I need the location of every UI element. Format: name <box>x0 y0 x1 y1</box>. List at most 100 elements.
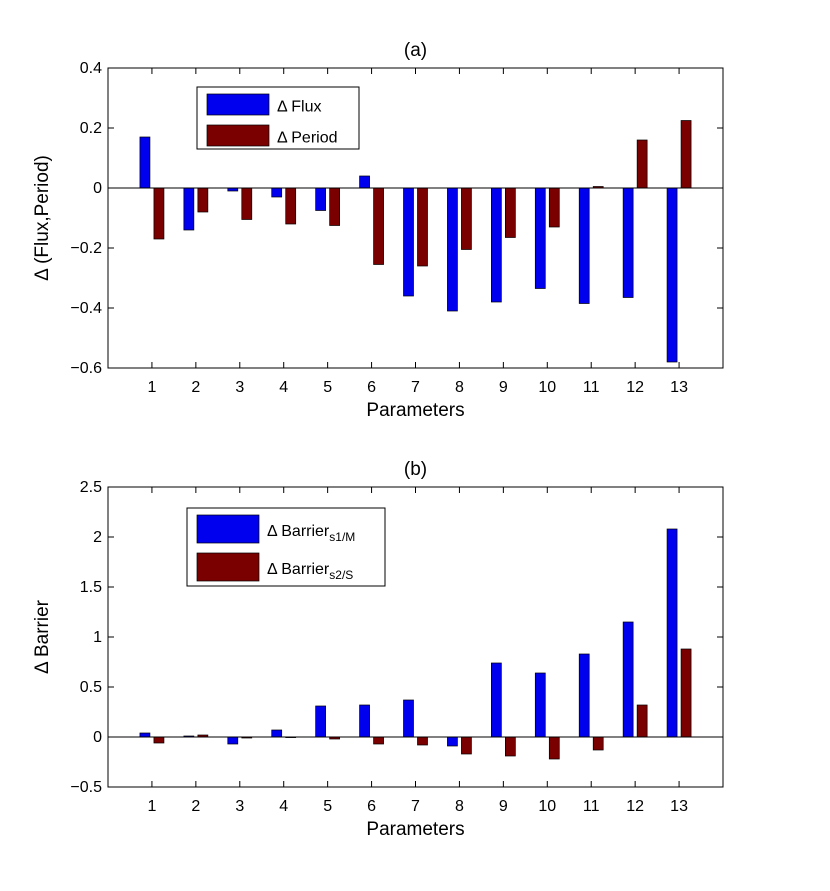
bar-series2-9 <box>505 736 516 757</box>
bar-series2-11 <box>592 736 604 751</box>
bar-series1-12 <box>622 187 634 298</box>
x-tick-label: 2 <box>191 798 200 815</box>
x-tick-label: 1 <box>147 798 156 815</box>
bar-series2-7 <box>417 736 428 746</box>
x-tick-label: 5 <box>323 798 332 815</box>
bar-series2-8 <box>461 736 472 755</box>
legend-label-1: Δ Barriers1/M <box>267 523 355 544</box>
bar-series2-4 <box>285 187 297 225</box>
legend-swatch-2 <box>196 552 260 582</box>
x-tick-label: 12 <box>626 379 644 396</box>
bar-series1-8 <box>447 736 458 747</box>
x-tick-label: 6 <box>367 379 376 396</box>
bar-series1-13 <box>666 187 678 363</box>
legend-label-subscript: s1/M <box>329 530 355 544</box>
bar-series1-7 <box>403 187 414 297</box>
chart-title: (a) <box>404 40 427 61</box>
x-axis-label: Parameters <box>366 819 464 840</box>
bar-series1-10 <box>534 187 546 289</box>
legend-swatch-1 <box>206 93 270 116</box>
bar-series1-3 <box>227 736 239 745</box>
bar-series1-9 <box>491 187 502 303</box>
bar-series2-1 <box>153 736 165 744</box>
bar-series2-8 <box>461 187 472 250</box>
x-tick-label: 4 <box>279 798 288 815</box>
legend-label-text: Δ Flux <box>277 99 321 116</box>
x-tick-label: 13 <box>670 798 688 815</box>
y-axis-label: Δ Barrier <box>32 599 53 674</box>
x-tick-label: 3 <box>235 798 244 815</box>
bar-series2-1 <box>153 187 165 240</box>
y-tick-label: −0.4 <box>70 300 102 317</box>
x-tick-label: 5 <box>323 379 332 396</box>
x-tick-label: 4 <box>279 379 288 396</box>
y-tick-label: −0.6 <box>70 360 102 377</box>
bar-series2-12 <box>636 704 648 738</box>
bar-series2-6 <box>373 736 384 745</box>
chart-title: (b) <box>404 459 427 480</box>
bar-series1-6 <box>359 175 370 189</box>
y-tick-label: 2 <box>93 529 102 546</box>
bar-series1-12 <box>622 621 634 738</box>
y-tick-label: 1 <box>93 629 102 646</box>
bar-series1-9 <box>491 662 502 738</box>
x-axis-label: Parameters <box>366 400 464 421</box>
bar-series1-5 <box>315 705 326 738</box>
x-tick-label: 8 <box>455 379 464 396</box>
y-tick-label: −0.5 <box>70 779 102 796</box>
x-tick-label: 12 <box>626 798 644 815</box>
x-tick-label: 11 <box>583 798 600 815</box>
bar-series1-11 <box>578 653 590 738</box>
bar-series1-8 <box>447 187 458 312</box>
x-tick-label: 7 <box>411 379 420 396</box>
y-axis-label: Δ (Flux,Period) <box>32 155 53 281</box>
bar-series1-11 <box>578 187 590 304</box>
x-tick-label: 2 <box>191 379 200 396</box>
legend-label-text: Δ Barrier <box>267 523 330 540</box>
bar-series1-6 <box>359 704 370 738</box>
legend-label-text: Δ Barrier <box>267 561 330 578</box>
bar-series2-6 <box>373 187 384 265</box>
bar-series2-10 <box>548 187 560 228</box>
legend-label-text: Δ Period <box>277 130 338 147</box>
bar-series1-5 <box>315 187 326 211</box>
bar-series2-3 <box>241 187 253 220</box>
legend-label-2: Δ Period <box>277 130 338 147</box>
bar-series2-7 <box>417 187 428 267</box>
legend-label-subscript: s2/S <box>329 568 353 582</box>
bar-series1-2 <box>183 187 195 231</box>
legend-label-1: Δ Flux <box>277 99 321 116</box>
y-tick-label: 2.5 <box>80 479 102 496</box>
y-tick-label: 0.2 <box>80 120 102 137</box>
x-tick-label: 9 <box>499 798 508 815</box>
bar-series2-10 <box>548 736 560 760</box>
bar-series2-12 <box>636 139 648 189</box>
y-tick-label: 0.4 <box>80 60 102 77</box>
x-tick-label: 13 <box>670 379 688 396</box>
x-tick-label: 10 <box>538 379 556 396</box>
y-tick-label: 1.5 <box>80 579 102 596</box>
bar-series2-13 <box>680 120 692 189</box>
bar-series2-2 <box>197 187 209 213</box>
x-tick-label: 8 <box>455 798 464 815</box>
bar-series1-4 <box>271 187 283 198</box>
bar-series1-7 <box>403 699 414 738</box>
bar-series1-10 <box>534 672 546 738</box>
x-tick-label: 3 <box>235 379 244 396</box>
bar-series2-13 <box>680 648 692 738</box>
x-tick-label: 9 <box>499 379 508 396</box>
legend-swatch-1 <box>196 514 260 544</box>
x-tick-label: 11 <box>583 379 600 396</box>
bar-series1-1 <box>139 136 151 189</box>
legend-label-2: Δ Barriers2/S <box>267 561 353 582</box>
y-tick-label: −0.2 <box>70 240 102 257</box>
x-tick-label: 6 <box>367 798 376 815</box>
bar-series1-1 <box>139 732 151 738</box>
bar-series1-4 <box>271 729 283 738</box>
bar-series2-9 <box>505 187 516 238</box>
legend-swatch-2 <box>206 124 270 147</box>
chart-b: −0.500.511.522.51 2 3 4 5 6 7 8 9 10 11 12 13(b)Para… <box>32 459 724 840</box>
x-tick-label: 7 <box>411 798 420 815</box>
